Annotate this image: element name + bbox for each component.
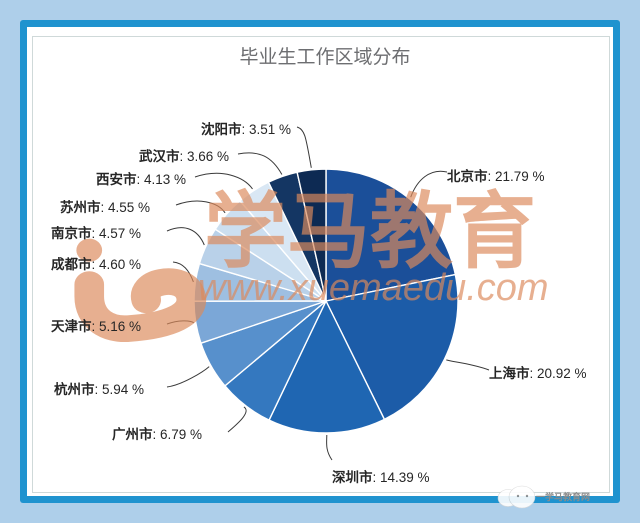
svg-text:上海市: 20.92 %: 上海市: 20.92 % — [489, 365, 587, 381]
svg-text:天津市: 5.16 %: 天津市: 5.16 % — [51, 318, 141, 334]
svg-text:西安市: 4.13 %: 西安市: 4.13 % — [96, 171, 186, 187]
svg-text:南京市: 4.57 %: 南京市: 4.57 % — [51, 225, 141, 241]
svg-text:深圳市: 14.39 %: 深圳市: 14.39 % — [332, 469, 430, 485]
svg-text:一学马教育网: 一学马教育网 — [536, 491, 590, 502]
svg-text:www.xuemaedu.com: www.xuemaedu.com — [198, 267, 549, 309]
svg-text:杭州市: 5.94 %: 杭州市: 5.94 % — [54, 381, 144, 397]
svg-text:北京市: 21.79 %: 北京市: 21.79 % — [447, 168, 545, 184]
svg-text:广州市: 6.79 %: 广州市: 6.79 % — [112, 426, 202, 442]
svg-text:毕业生工作区域分布: 毕业生工作区域分布 — [239, 46, 410, 68]
svg-text:沈阳市: 3.51 %: 沈阳市: 3.51 % — [201, 121, 291, 137]
svg-text:成都市: 4.60 %: 成都市: 4.60 % — [51, 256, 141, 272]
svg-text:武汉市: 3.66 %: 武汉市: 3.66 % — [139, 148, 229, 164]
svg-text:苏州市: 4.55 %: 苏州市: 4.55 % — [60, 199, 150, 215]
svg-text:学马教育: 学马教育 — [204, 185, 536, 278]
